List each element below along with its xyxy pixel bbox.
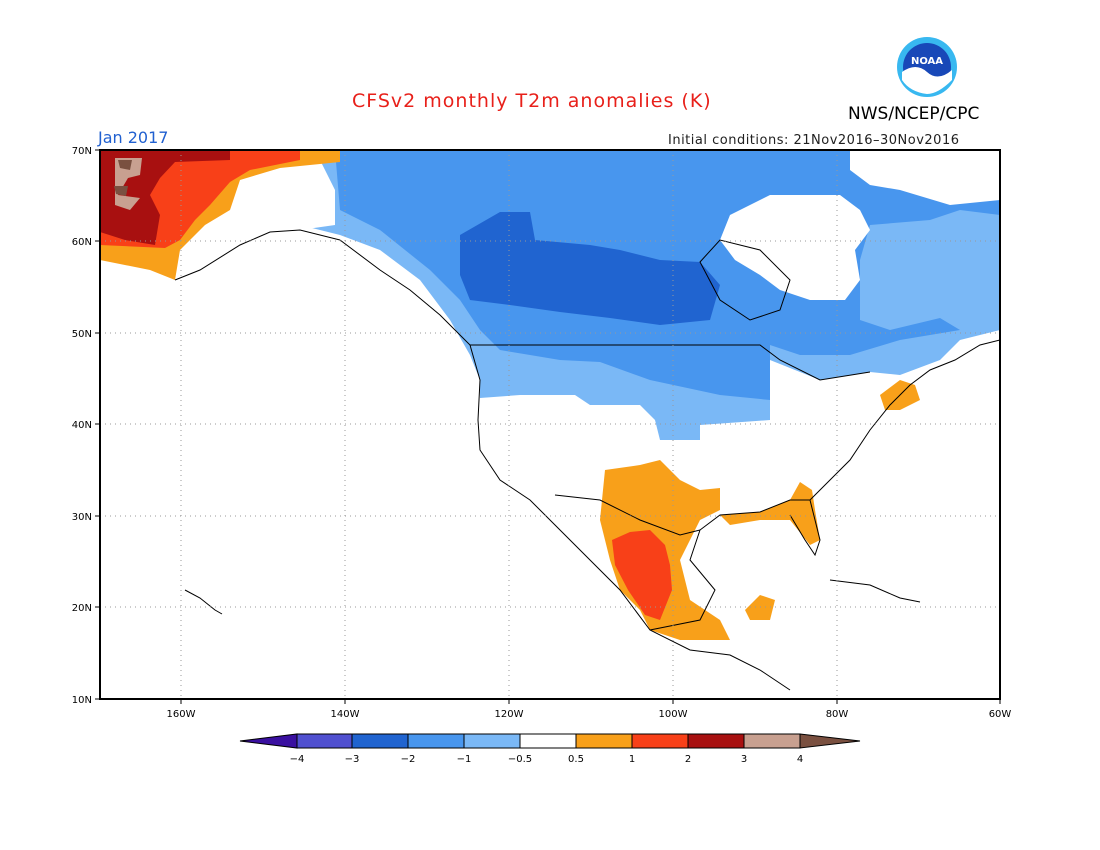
legend-swatch (296, 733, 353, 749)
legend-swatch (351, 733, 409, 749)
legend-label: −1 (457, 754, 472, 765)
initial-conditions: Initial conditions: 21Nov2016–30Nov2016 (668, 133, 960, 148)
legend-label: −0.5 (508, 754, 532, 765)
hudson-bay (699, 239, 791, 321)
legend-label: 1 (629, 754, 635, 765)
anomaly-region-alaska-brown (114, 160, 132, 196)
anomaly-region-alaska-tan (115, 158, 142, 210)
coastlines (174, 229, 1000, 691)
legend-label: −2 (401, 754, 416, 765)
lat-label: 40N (72, 420, 92, 431)
greenland-north-neutral (850, 150, 1000, 205)
agency-label: NWS/NCEP/CPC (848, 104, 980, 124)
legend-label: 2 (685, 754, 691, 765)
lat-axis: 70N 60N 50N 40N 30N 20N 10N (72, 146, 100, 706)
legend-label: 4 (797, 754, 803, 765)
lat-label: 60N (72, 237, 92, 248)
us-mexico-border (554, 494, 701, 536)
hawaii (184, 589, 223, 615)
cuba (829, 579, 921, 603)
legend-label: −4 (290, 754, 305, 765)
noaa-logo: NOAA (897, 37, 957, 97)
legend-swatch (519, 733, 577, 749)
lat-label: 30N (72, 512, 92, 523)
map-title: CFSv2 monthly T2m anomalies (K) (352, 90, 712, 112)
lat-label: 20N (72, 603, 92, 614)
legend-labels: −4 −3 −2 −1 −0.5 0.5 1 2 3 4 (290, 754, 804, 765)
lon-label: 60W (989, 709, 1012, 720)
legend-swatch-below-neg4 (239, 733, 298, 749)
alaska-coast (174, 229, 341, 281)
us-canada-border (470, 344, 871, 381)
lon-label: 120W (495, 709, 524, 720)
lon-label: 100W (659, 709, 688, 720)
lon-label: 140W (331, 709, 360, 720)
alaska-neutral (230, 160, 335, 230)
anomaly-fields (100, 150, 1000, 640)
legend-swatch (687, 733, 745, 749)
legend-label: −3 (345, 754, 360, 765)
lon-label: 80W (826, 709, 849, 720)
anomaly-region-gulf-orange (720, 482, 820, 545)
lon-label: 160W (167, 709, 196, 720)
west-coast (339, 239, 791, 691)
greenland-neutral (720, 195, 870, 300)
legend-swatch (463, 733, 521, 749)
east-coast (809, 339, 1000, 501)
anomaly-region-canada-dark (460, 212, 720, 325)
legend-swatch (575, 733, 633, 749)
lat-label: 50N (72, 329, 92, 340)
legend-swatch (743, 733, 801, 749)
legend-label: 0.5 (568, 754, 584, 765)
lat-label: 10N (72, 695, 92, 706)
color-legend (239, 733, 861, 749)
legend-label: 3 (741, 754, 747, 765)
legend-swatch (631, 733, 689, 749)
forecast-month: Jan 2017 (98, 128, 169, 147)
legend-swatch-above-4 (799, 733, 861, 749)
gulf-coast (649, 499, 821, 631)
legend-swatch (407, 733, 465, 749)
logo-text: NOAA (911, 56, 943, 67)
lon-axis: 160W 140W 120W 100W 80W 60W (167, 699, 1012, 720)
anomaly-region-mexico-red (612, 530, 672, 620)
lat-label: 70N (72, 146, 92, 157)
graticule (100, 150, 1000, 699)
